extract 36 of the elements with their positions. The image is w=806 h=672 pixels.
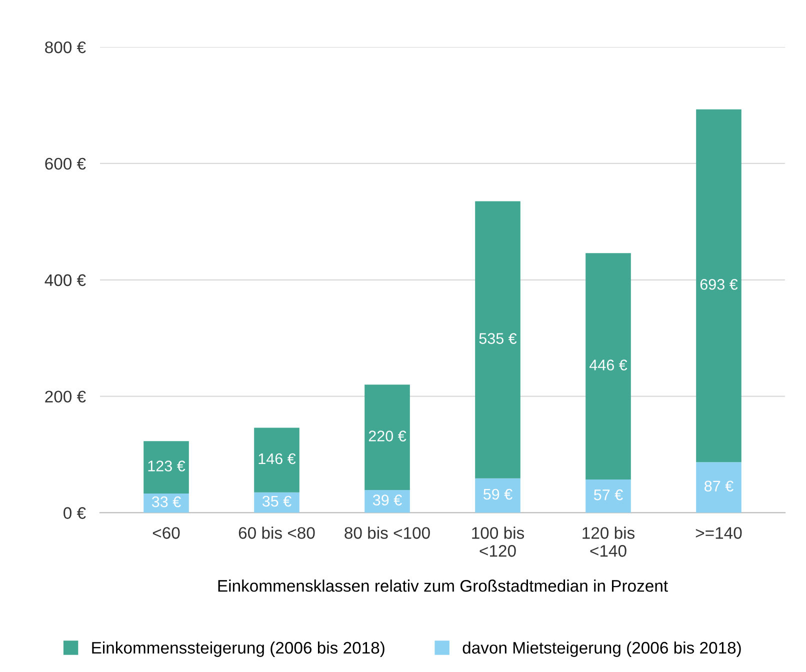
data-label: 87 € xyxy=(704,480,734,492)
bar xyxy=(254,428,300,492)
legend-label: Einkommenssteigerung (2006 bis 2018) xyxy=(92,641,384,657)
bar xyxy=(364,490,410,513)
bar xyxy=(475,201,520,478)
y-tick-label: 800 € xyxy=(45,41,86,54)
bar xyxy=(586,253,631,480)
total-label: 535 € xyxy=(479,333,517,344)
x-tick-label: 60 bis <80 xyxy=(238,526,315,539)
data-label: 59 € xyxy=(483,488,512,500)
bar xyxy=(696,109,742,462)
bar xyxy=(475,478,520,513)
bar xyxy=(696,462,742,513)
x-axis-title: Einkommensklassen relativ zum Großstadtmedian in Prozent xyxy=(218,580,668,592)
total-label: 123 € xyxy=(148,460,186,472)
total-label: 693 € xyxy=(700,278,738,290)
x-tick-label: >=140 xyxy=(696,527,742,539)
x-tick-label: 100 bis <120 xyxy=(472,526,524,557)
y-tick-label: 600 € xyxy=(45,158,86,170)
data-label: 35 € xyxy=(262,496,292,507)
x-tick-label: 80 bis <100 xyxy=(344,526,430,539)
total-label: 146 € xyxy=(258,453,296,464)
x-tick-label: <60 xyxy=(152,527,180,539)
legend-label: davon Mietsteigerung (2006 bis 2018) xyxy=(462,641,741,657)
x-tick-label: 120 bis <140 xyxy=(582,526,635,557)
data-label: 33 € xyxy=(152,496,181,508)
total-label: 220 € xyxy=(368,430,406,442)
bar xyxy=(364,384,410,490)
y-tick-label: 400 € xyxy=(44,274,86,286)
bar xyxy=(144,441,189,494)
total-label: 446 € xyxy=(589,360,628,370)
y-tick-label: 0 € xyxy=(64,507,86,519)
bar xyxy=(586,480,631,513)
data-label: 57 € xyxy=(594,489,623,500)
data-label: 39 € xyxy=(372,494,402,506)
y-tick-label: 200 € xyxy=(45,390,86,403)
